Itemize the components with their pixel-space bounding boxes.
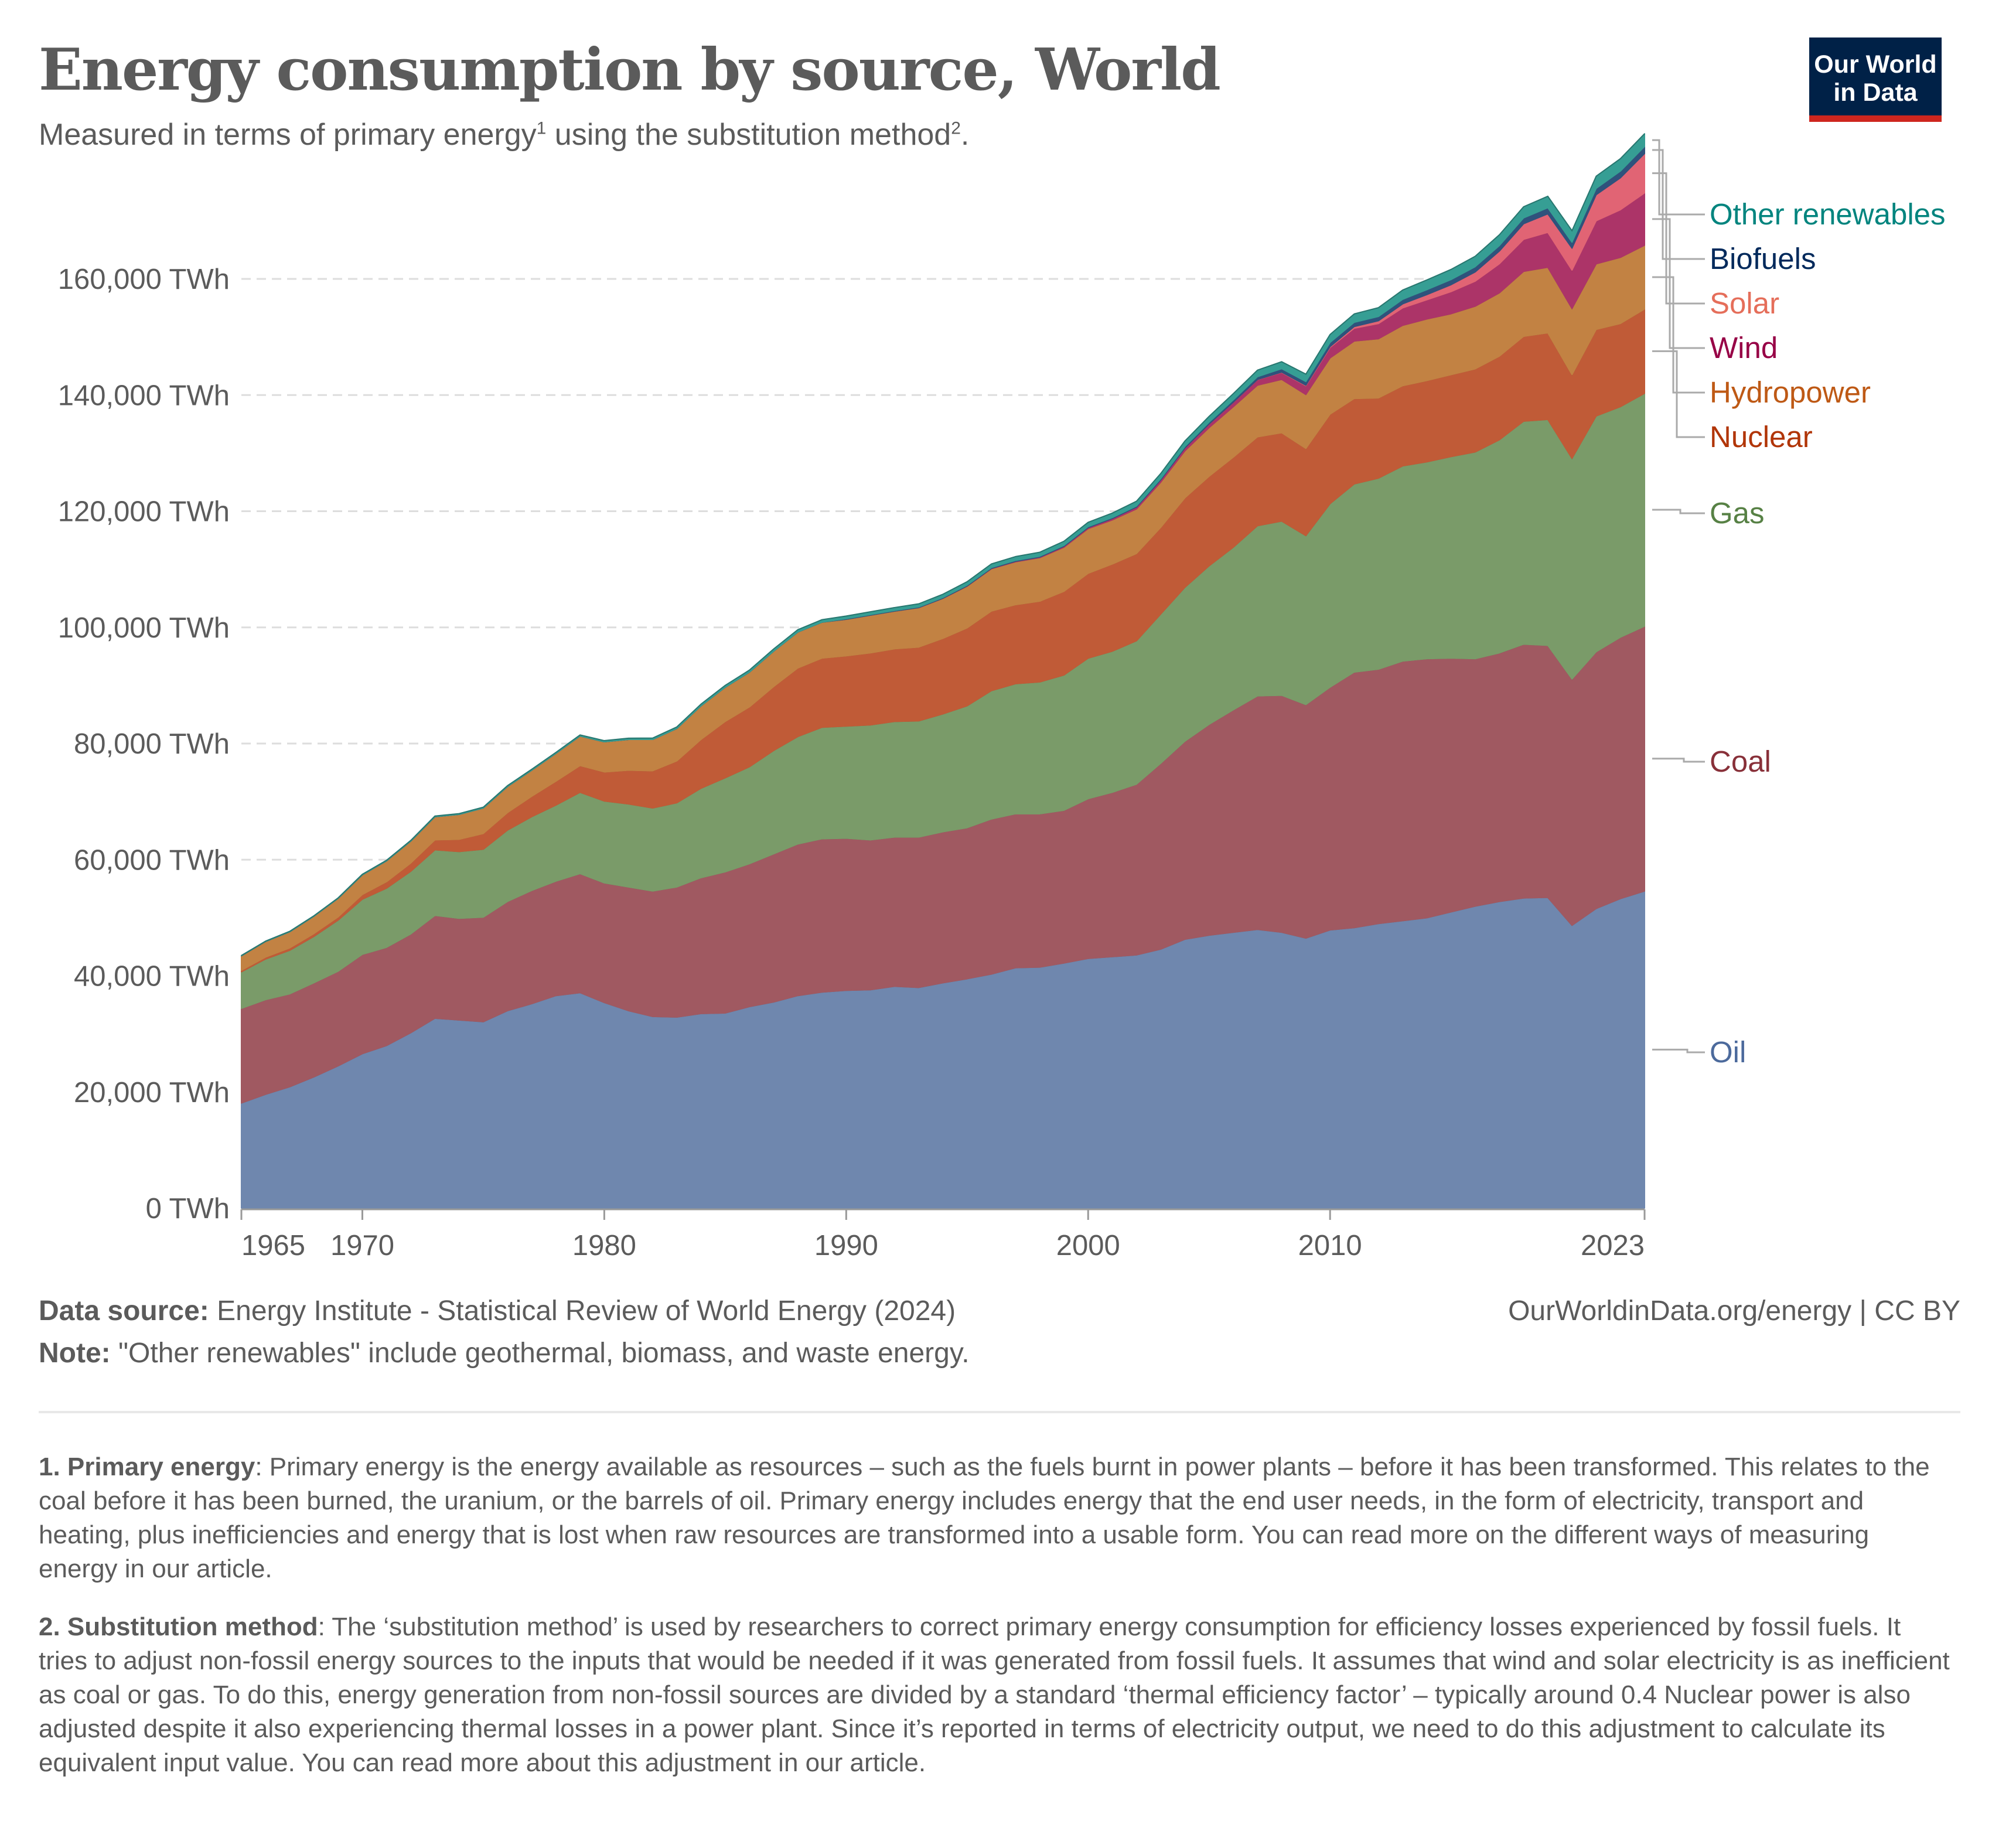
legend-connector-gas xyxy=(1652,509,1705,514)
legend-label-coal[interactable]: Coal xyxy=(1710,745,1771,778)
x-tick-label: 1990 xyxy=(814,1230,878,1261)
y-tick-label: 0 TWh xyxy=(146,1193,230,1225)
x-axis: 1965 1970 1980 1990 2000 2010 2023 xyxy=(240,1208,1646,1261)
x-tick-label: 1980 xyxy=(572,1230,636,1261)
x-tick-label: 2000 xyxy=(1056,1230,1120,1261)
legend-label-nuclear[interactable]: Nuclear xyxy=(1710,420,1813,454)
y-tick-label: 40,000 TWh xyxy=(74,961,230,993)
owid-logo[interactable]: Our World in Data xyxy=(1809,37,1942,122)
logo-line-2: in Data xyxy=(1833,79,1918,107)
note-label: Note: xyxy=(39,1338,111,1369)
legend-label-other-renewables[interactable]: Other renewables xyxy=(1710,197,1946,231)
area-layers xyxy=(241,133,1645,1209)
license-link[interactable]: | CC BY xyxy=(1851,1295,1960,1327)
legend-label-gas[interactable]: Gas xyxy=(1710,496,1765,530)
footnote-1-label: 1. Primary energy xyxy=(39,1453,255,1481)
logo-line-1: Our World xyxy=(1814,50,1937,79)
legend-connector-coal xyxy=(1652,758,1705,763)
x-tick-label: 2010 xyxy=(1298,1230,1362,1261)
footnote-2-label: 2. Substitution method xyxy=(39,1612,318,1641)
x-tick-label: 2023 xyxy=(1581,1230,1645,1261)
data-source-label: Data source: xyxy=(39,1295,209,1327)
footnote-1-text: : Primary energy is the energy available… xyxy=(39,1453,1930,1583)
area-other-renewables[interactable] xyxy=(241,133,1645,957)
x-tick-label: 1965 xyxy=(241,1230,305,1261)
footnote-ref-2[interactable]: 2 xyxy=(951,118,961,138)
footnote-2: 2. Substitution method: The ‘substitutio… xyxy=(39,1610,1955,1780)
legend: Oil Coal Gas Nuclear Hydropower Wind Solar Biof… xyxy=(1652,139,1946,1069)
legend-connector-biofuels xyxy=(1652,149,1705,260)
y-tick-label: 60,000 TWh xyxy=(74,844,230,876)
source-url-link[interactable]: OurWorldinData.org/energy xyxy=(1508,1295,1852,1327)
y-axis: 0 TWh 20,000 TWh 40,000 TWh 60,000 TWh 80,00… xyxy=(58,264,230,1225)
y-tick-label: 160,000 TWh xyxy=(58,264,230,295)
legend-label-hydropower[interactable]: Hydropower xyxy=(1710,376,1871,409)
legend-connector-hydropower xyxy=(1652,276,1705,394)
data-source-text: Energy Institute - Statistical Review of… xyxy=(209,1295,956,1327)
legend-label-biofuels[interactable]: Biofuels xyxy=(1710,242,1816,275)
note: Note: "Other renewables" include geother… xyxy=(39,1337,970,1369)
legend-connector-nuclear xyxy=(1652,350,1705,438)
chart-title: Energy consumption by source, World xyxy=(39,36,1221,104)
legend-label-wind[interactable]: Wind xyxy=(1710,331,1778,364)
y-tick-label: 80,000 TWh xyxy=(74,728,230,760)
legend-connector-other-renewables xyxy=(1652,139,1705,216)
y-tick-label: 120,000 TWh xyxy=(58,496,230,528)
footnote-1: 1. Primary energy: Primary energy is the… xyxy=(39,1450,1955,1586)
logo-accent-bar xyxy=(1809,115,1942,122)
legend-connector-wind xyxy=(1652,218,1705,349)
chart-subtitle: Measured in terms of primary energy1 usi… xyxy=(39,117,969,152)
subtitle-text-2: using the substitution method xyxy=(546,118,951,152)
attribution: OurWorldinData.org/energy | CC BY xyxy=(1508,1295,1960,1327)
x-tick-label: 1970 xyxy=(330,1230,394,1261)
y-tick-label: 20,000 TWh xyxy=(74,1077,230,1109)
y-tick-label: 140,000 TWh xyxy=(58,380,230,411)
area-edge-other-renewables xyxy=(241,133,1645,956)
footnote-2-text: : The ‘substitution method’ is used by r… xyxy=(39,1612,1950,1777)
subtitle-text-1: Measured in terms of primary energy xyxy=(39,118,537,152)
note-text: "Other renewables" include geothermal, b… xyxy=(110,1338,970,1369)
footnote-ref-1[interactable]: 1 xyxy=(536,118,547,138)
legend-connector-oil xyxy=(1652,1048,1705,1053)
subtitle-text-3: . xyxy=(960,118,970,152)
legend-label-solar[interactable]: Solar xyxy=(1710,287,1779,320)
data-source: Data source: Energy Institute - Statisti… xyxy=(39,1295,956,1327)
footnote-divider xyxy=(39,1411,1960,1413)
legend-label-oil[interactable]: Oil xyxy=(1710,1035,1746,1069)
y-tick-label: 100,000 TWh xyxy=(58,612,230,644)
stacked-area-chart: 0 TWh 20,000 TWh 40,000 TWh 60,000 TWh 80,00… xyxy=(58,133,1946,1261)
